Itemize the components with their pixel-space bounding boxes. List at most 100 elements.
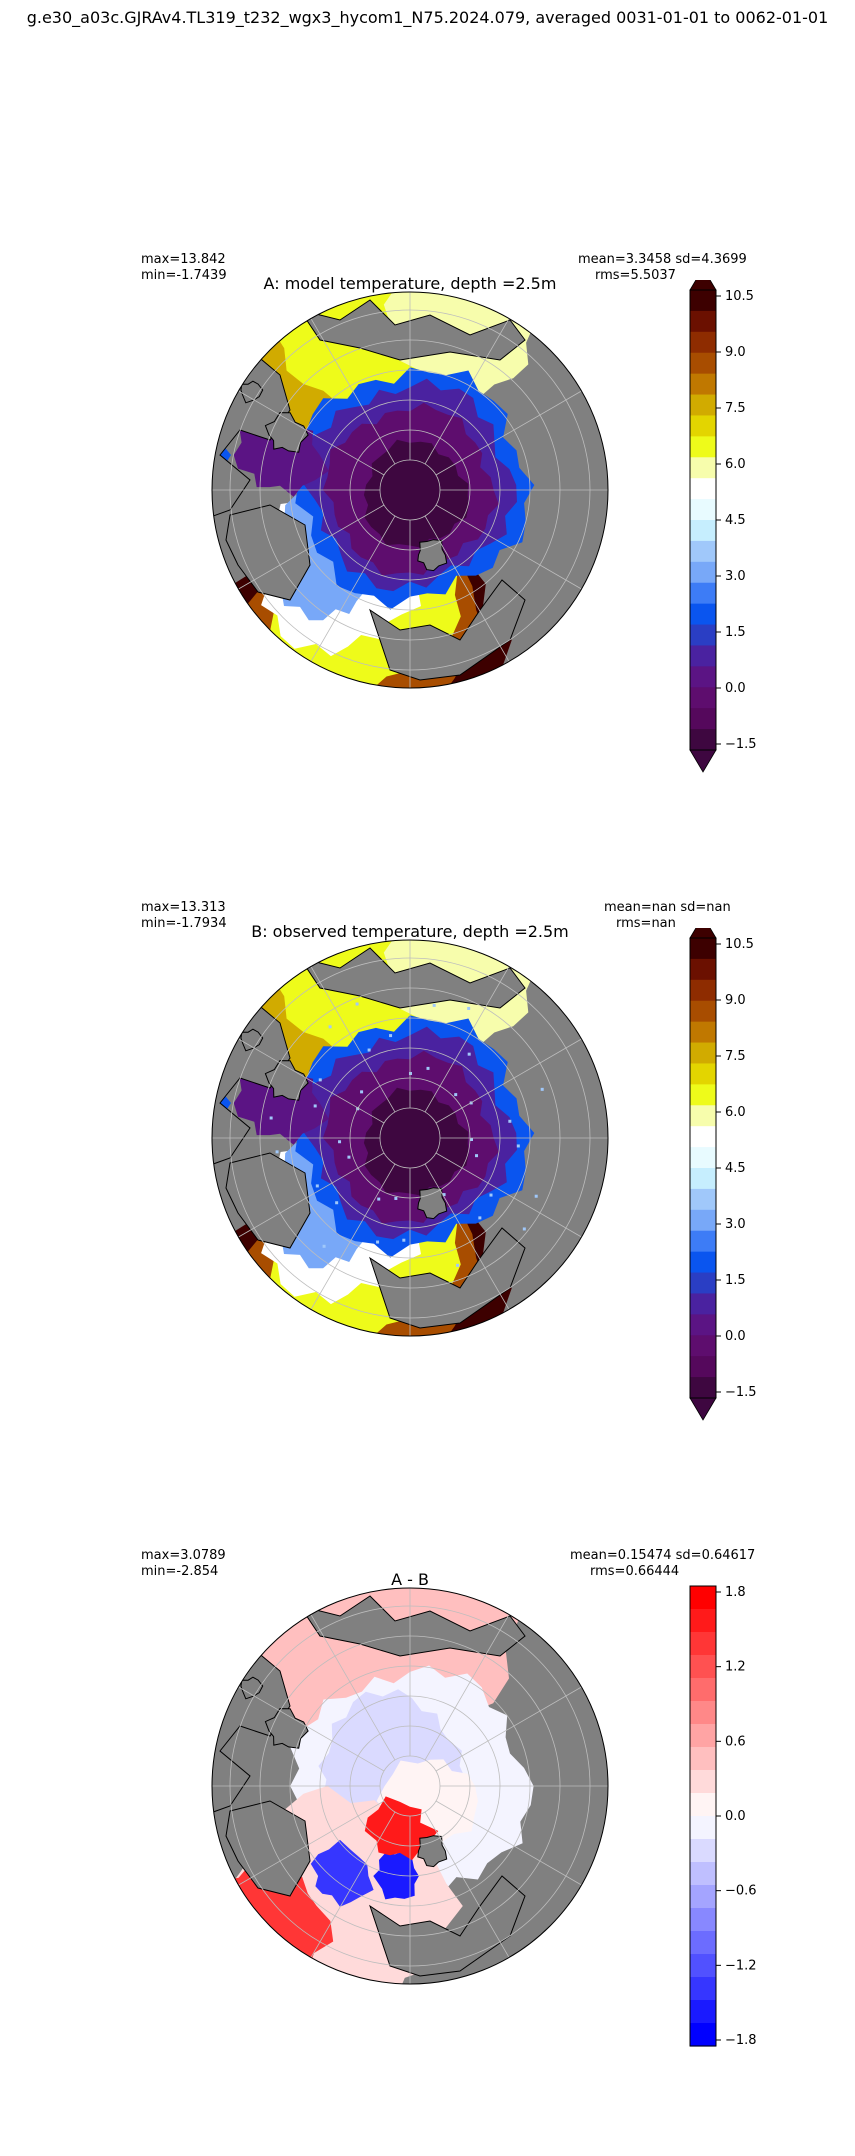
colorbar-segment <box>690 1609 716 1633</box>
colorbar-tick-label: 10.5 <box>725 289 754 304</box>
colorbar-tick-label: 0.0 <box>725 681 746 696</box>
colorbar-segment <box>690 1000 716 1023</box>
min-label: min=-1.7439 <box>141 268 227 283</box>
colorbar-segment <box>690 708 716 730</box>
colorbar-segment <box>690 1272 716 1295</box>
colorbar-tick-label: 1.5 <box>725 1273 746 1288</box>
colorbar-segment <box>690 1977 716 2001</box>
colorbar-segment <box>690 1084 716 1106</box>
panel-observed-temperature: max=13.313 min=-1.7934 mean=nan sd=nan r… <box>0 888 855 1448</box>
min-label: min=-1.7934 <box>141 916 227 931</box>
colorbar-tick-label: 10.5 <box>725 937 754 952</box>
polar-map <box>211 939 609 1337</box>
stats-rms: rms=5.5037 <box>595 268 676 283</box>
colorbar-segment <box>690 582 716 605</box>
map-boundary <box>211 291 609 689</box>
colorbar-tick-label: −1.5 <box>725 737 757 752</box>
colorbar-segment <box>690 1168 716 1190</box>
colorbar-tick-label: 0.6 <box>725 1734 746 1749</box>
colorbar-segment <box>690 1839 716 1863</box>
colorbar-segment <box>690 290 716 312</box>
colorbar-tick-label: −1.5 <box>725 1385 757 1400</box>
stats-mean-sd: mean=3.3458 sd=4.3699 <box>578 252 747 267</box>
colorbar-segment <box>690 1251 716 1274</box>
max-label: max=13.842 <box>141 252 226 267</box>
colorbar-segment <box>690 436 716 458</box>
polar-map <box>211 1587 609 1985</box>
colorbar-segment <box>690 1293 716 1315</box>
colorbar-segment <box>690 499 716 521</box>
colorbar-segment <box>690 1701 716 1725</box>
colorbar-segment <box>690 373 716 396</box>
panel-title: B: observed temperature, depth =2.5m <box>251 922 569 941</box>
colorbar-segment <box>690 1747 716 1771</box>
panel-title: A - B <box>391 1570 429 1589</box>
colorbar-tick-label: 9.0 <box>725 993 746 1008</box>
colorbar-segment <box>690 1885 716 1909</box>
colorbar-segment <box>690 1021 716 1044</box>
colorbar-segment <box>690 1377 716 1399</box>
colorbar-segment <box>690 1770 716 1794</box>
colorbar-segment <box>690 457 716 479</box>
colorbar-tick-label: 6.0 <box>725 457 746 472</box>
panel-model-temperature: max=13.842 min=-1.7439 mean=3.3458 sd=4.… <box>0 240 855 800</box>
colorbar-segment <box>690 1724 716 1748</box>
stats-rms: rms=0.66444 <box>590 1564 680 1579</box>
colorbar-tick-label: 6.0 <box>725 1105 746 1120</box>
colorbar-tick-label: 9.0 <box>725 345 746 360</box>
colorbar-segment <box>690 561 716 584</box>
min-label: min=-2.854 <box>141 1564 219 1579</box>
colorbar-segment <box>690 1335 716 1357</box>
colorbar-extend-min <box>689 1397 717 1421</box>
colorbar-segment <box>690 331 716 354</box>
polar-map <box>211 291 609 689</box>
colorbar-tick-label: 3.0 <box>725 1217 746 1232</box>
stats-mean-sd: mean=0.15474 sd=0.64617 <box>570 1548 756 1563</box>
colorbar: 1.8 1.2 0.6 0.0 −0.6 −1.2 −1.8 <box>689 1585 757 2048</box>
colorbar-segment <box>690 352 716 375</box>
stats-rms: rms=nan <box>616 916 676 931</box>
graticule <box>212 940 608 1336</box>
colorbar-segment <box>690 603 716 626</box>
colorbar-segment <box>690 1586 716 1610</box>
panel-title: A: model temperature, depth =2.5m <box>263 274 557 293</box>
map-boundary <box>211 939 609 1337</box>
colorbar-segment <box>690 687 716 709</box>
colorbar-segment <box>690 310 716 333</box>
colorbar: 10.5 9.0 7.5 6.0 4.5 3.0 1.5 0.0 −1.5 <box>689 280 757 773</box>
colorbar-segment <box>690 1147 716 1169</box>
colorbar-segment <box>690 1356 716 1378</box>
colorbar-tick-label: 1.2 <box>725 1660 746 1675</box>
colorbar-tick-label: 7.5 <box>725 401 746 416</box>
colorbar-segment <box>690 1655 716 1679</box>
colorbar-segment <box>690 2023 716 2047</box>
colorbar-segment <box>690 1314 716 1336</box>
colorbar-segment <box>690 415 716 437</box>
colorbar-tick-label: 0.0 <box>725 1809 746 1824</box>
colorbar-segment <box>690 1126 716 1148</box>
colorbar-tick-label: 7.5 <box>725 1049 746 1064</box>
land-masses <box>212 299 526 681</box>
colorbar-segment <box>690 979 716 1002</box>
colorbar-tick-label: −1.8 <box>725 2033 757 2048</box>
panel-difference: max=3.0789 min=-2.854 mean=0.15474 sd=0.… <box>0 1536 855 2096</box>
colorbar-segment <box>690 1816 716 1840</box>
colorbar-segment <box>690 645 716 667</box>
colorbar-tick-label: −1.2 <box>725 1958 757 1973</box>
colorbar-segment <box>690 1954 716 1978</box>
colorbar-segment <box>690 624 716 647</box>
colorbar-segment <box>690 1678 716 1702</box>
colorbar-tick-label: −0.6 <box>725 1884 757 1899</box>
colorbar-segment <box>690 1188 716 1211</box>
colorbar-tick-label: 1.8 <box>725 1585 746 1600</box>
colorbar-segment <box>690 1042 716 1065</box>
stats-mean-sd: mean=nan sd=nan <box>604 900 731 915</box>
colorbar-segment <box>690 478 716 500</box>
colorbar-segment <box>690 520 716 542</box>
max-label: max=13.313 <box>141 900 226 915</box>
graticule <box>212 1588 608 1984</box>
figure-suptitle: g.e30_a03c.GJRAv4.TL319_t232_wgx3_hycom1… <box>26 8 829 27</box>
colorbar-segment <box>690 394 716 417</box>
colorbar-segment <box>690 1793 716 1817</box>
colorbar-segment <box>690 1931 716 1955</box>
